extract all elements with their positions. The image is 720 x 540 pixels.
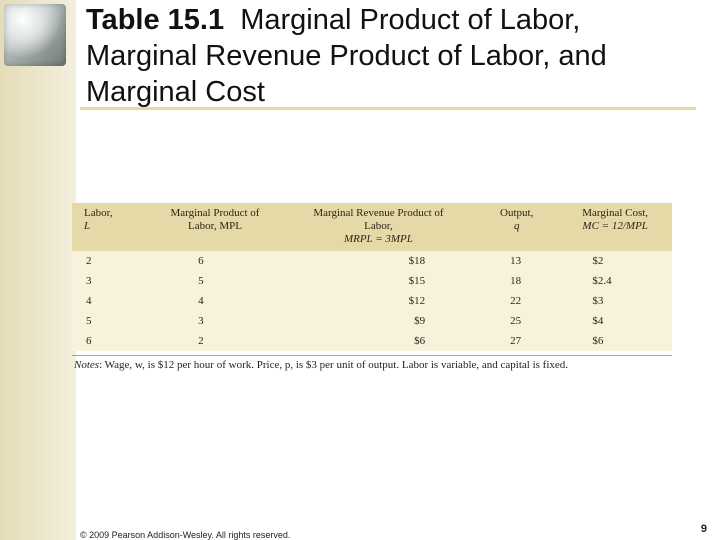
cell-marginal-revenue-product: $12 <box>408 295 426 307</box>
cell-marginal-cost: $4 <box>592 315 604 327</box>
cell-marginal-product: 5 <box>198 275 204 287</box>
header-marginal-product: Marginal Product of Labor, MPL <box>170 207 260 232</box>
title-underline <box>80 107 696 110</box>
decorative-side-strip <box>0 0 76 540</box>
header-output: Output, q <box>500 207 534 232</box>
cell-output: 22 <box>510 295 522 307</box>
note-text: : Wage, w, is $12 per hour of work. Pric… <box>99 359 569 371</box>
header-marginal-revenue-product: Marginal Revenue Product of Labor, MRPL =… <box>313 207 444 245</box>
cell-labor: 3 <box>86 275 92 287</box>
data-table-container: Labor, L Marginal Product of Labor, MPL Ma… <box>72 203 672 371</box>
table-row: 5 3 $9 25 $4 <box>72 311 672 331</box>
cell-output: 27 <box>510 335 522 347</box>
cell-output: 13 <box>510 255 522 267</box>
table-row: 3 5 $15 18 $2.4 <box>72 271 672 291</box>
data-table: Labor, L Marginal Product of Labor, MPL Ma… <box>72 203 672 351</box>
cell-marginal-cost: $2 <box>592 255 604 267</box>
cell-labor: 5 <box>86 315 92 327</box>
cell-marginal-cost: $6 <box>592 335 604 347</box>
cell-marginal-revenue-product: $6 <box>414 335 426 347</box>
cell-labor: 4 <box>86 295 92 307</box>
title-table-number: Table 15.1 <box>86 4 225 36</box>
table-note: Notes: Wage, w, is $12 per hour of work.… <box>72 355 672 371</box>
title-text: Marginal Product of Labor, Marginal Reve… <box>86 4 607 108</box>
cell-labor: 6 <box>86 335 92 347</box>
table-row: 6 2 $6 27 $6 <box>72 331 672 351</box>
header-marginal-cost: Marginal Cost, MC = 12/MPL <box>582 207 649 232</box>
glass-cube-image <box>4 4 66 66</box>
table-row: 2 6 $18 13 $2 <box>72 251 672 271</box>
cell-marginal-revenue-product: $9 <box>414 315 426 327</box>
header-labor: Labor, L <box>84 207 113 232</box>
cell-marginal-product: 6 <box>198 255 204 267</box>
cell-marginal-product: 3 <box>198 315 204 327</box>
table-header-row: Labor, L Marginal Product of Labor, MPL Ma… <box>72 203 672 251</box>
cell-marginal-product: 4 <box>198 295 204 307</box>
cell-marginal-revenue-product: $15 <box>408 275 426 287</box>
cell-labor: 2 <box>86 255 92 267</box>
cell-output: 25 <box>510 315 522 327</box>
page-number: 9 <box>700 523 707 535</box>
cell-marginal-revenue-product: $18 <box>408 255 426 267</box>
cell-output: 18 <box>510 275 522 287</box>
slide-title: Table 15.1 Marginal Product of Labor, Ma… <box>86 2 696 110</box>
copyright-footer: © 2009 Pearson Addison-Wesley. All right… <box>80 530 291 540</box>
cell-marginal-cost: $3 <box>592 295 604 307</box>
cell-marginal-product: 2 <box>198 335 204 347</box>
cell-marginal-cost: $2.4 <box>592 275 612 287</box>
table-row: 4 4 $12 22 $3 <box>72 291 672 311</box>
note-label: Notes <box>74 359 100 371</box>
